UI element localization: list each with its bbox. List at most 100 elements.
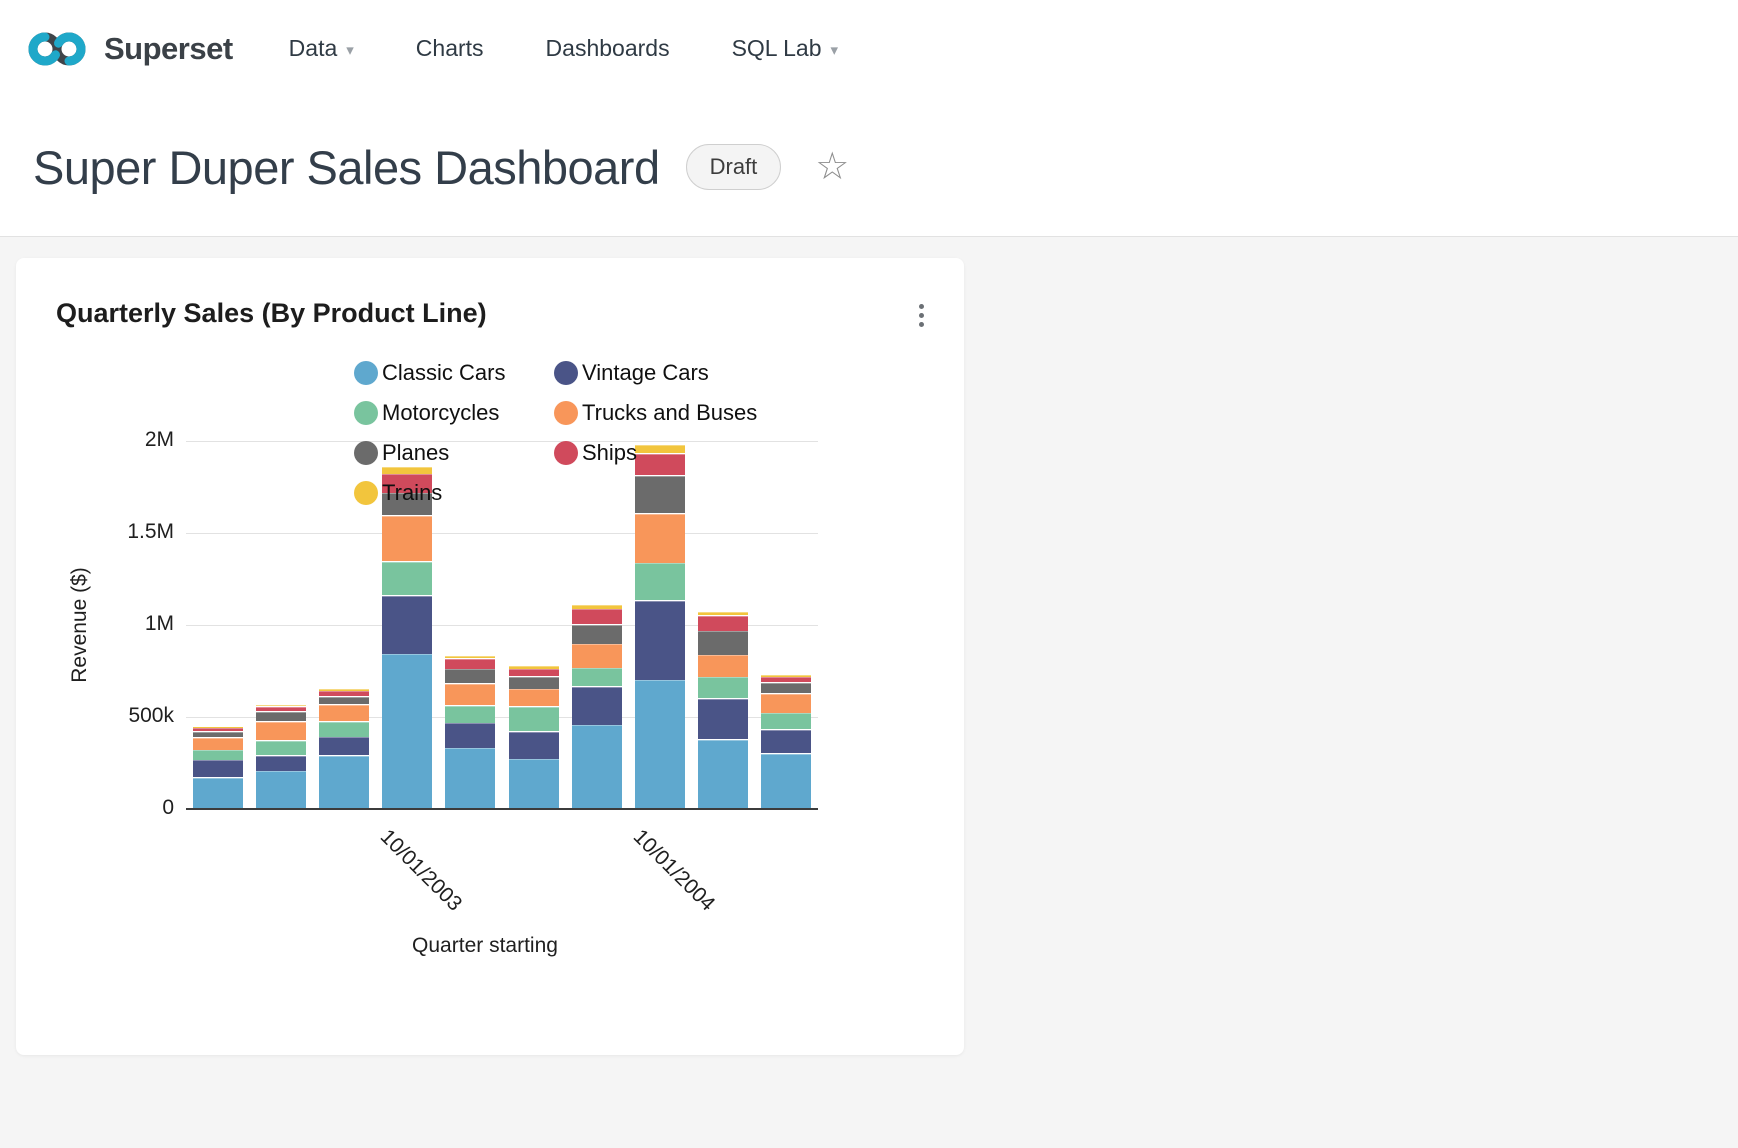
bar-segment[interactable]: [255, 711, 306, 721]
bar-segment[interactable]: [445, 683, 496, 706]
bar-segment[interactable]: [508, 669, 559, 676]
bar-segment[interactable]: [382, 474, 433, 493]
bar-segment[interactable]: [255, 771, 306, 809]
bar-segment[interactable]: [192, 777, 243, 809]
bar-segment[interactable]: [445, 659, 496, 669]
legend-item[interactable]: Vintage Cars: [554, 360, 709, 386]
legend-label: Trains: [382, 480, 443, 505]
y-tick-label: 500k: [128, 704, 174, 727]
bar-segment[interactable]: [635, 563, 685, 601]
bar-segment[interactable]: [571, 609, 622, 625]
legend-swatch: [354, 361, 378, 385]
bar-segment[interactable]: [192, 750, 243, 760]
bar-segment[interactable]: [571, 686, 622, 725]
bar-segment[interactable]: [635, 444, 685, 454]
legend-item[interactable]: Trucks and Buses: [554, 400, 757, 426]
bar-segment[interactable]: [698, 612, 749, 616]
bar-segment[interactable]: [508, 759, 559, 809]
bar-segment[interactable]: [571, 604, 622, 609]
legend-swatch: [554, 401, 578, 425]
bar-segment[interactable]: [319, 696, 369, 705]
bar-segment[interactable]: [445, 655, 496, 659]
bar-segment[interactable]: [192, 760, 243, 778]
bar-segment[interactable]: [761, 729, 812, 754]
bar-segment[interactable]: [698, 631, 749, 655]
kebab-menu-icon[interactable]: [910, 300, 932, 330]
bar-segment[interactable]: [319, 691, 369, 697]
bar-segment[interactable]: [761, 677, 812, 683]
nav-item-label: Dashboards: [545, 35, 670, 61]
bar-segment[interactable]: [698, 698, 749, 740]
nav-item-dashboards[interactable]: Dashboards: [546, 35, 670, 62]
bar-segment[interactable]: [508, 676, 559, 689]
bar-segment[interactable]: [319, 737, 369, 755]
bar-segment[interactable]: [635, 476, 685, 514]
bar-segment[interactable]: [635, 453, 685, 476]
bar-segment[interactable]: [255, 755, 306, 771]
bar-segment[interactable]: [445, 723, 496, 748]
superset-logo-icon: [28, 31, 86, 66]
bar-segment[interactable]: [571, 644, 622, 668]
bar-segment[interactable]: [255, 740, 306, 755]
bar-segment[interactable]: [698, 677, 749, 698]
bar-segment[interactable]: [192, 728, 243, 732]
legend-item[interactable]: Trains: [354, 480, 442, 506]
bar-segment[interactable]: [508, 666, 559, 669]
bar-segment[interactable]: [445, 669, 496, 684]
bar-segment[interactable]: [382, 561, 433, 595]
bar-segment[interactable]: [698, 740, 749, 809]
bar-segment[interactable]: [635, 680, 685, 809]
nav-item-sql-lab[interactable]: SQL Lab ▾: [732, 35, 838, 62]
bar-segment[interactable]: [698, 655, 749, 677]
main-nav: Data ▾ Charts Dashboards SQL Lab ▾: [289, 35, 838, 62]
nav-item-charts[interactable]: Charts: [416, 35, 484, 62]
bar-segment[interactable]: [382, 466, 433, 474]
bar-segment[interactable]: [382, 595, 433, 654]
bar-segment[interactable]: [192, 731, 243, 738]
bar-segment[interactable]: [319, 689, 369, 691]
bar-segment[interactable]: [382, 654, 433, 809]
bar-segment[interactable]: [192, 738, 243, 750]
bar-segment[interactable]: [571, 668, 622, 686]
gridline: [186, 716, 818, 718]
bar-segment[interactable]: [635, 601, 685, 680]
bar-segment[interactable]: [761, 683, 812, 694]
bar-segment[interactable]: [445, 706, 496, 723]
page-title: Super Duper Sales Dashboard: [33, 140, 660, 194]
bar-segment[interactable]: [761, 675, 812, 677]
bar-segment[interactable]: [319, 755, 369, 809]
bar-segment[interactable]: [698, 615, 749, 631]
legend-item[interactable]: Motorcycles: [354, 400, 499, 426]
bar-segment[interactable]: [508, 689, 559, 707]
legend-swatch: [554, 361, 578, 385]
bar-segment[interactable]: [761, 753, 812, 809]
bar-segment[interactable]: [445, 748, 496, 809]
bar-segment[interactable]: [761, 694, 812, 713]
bar-segment[interactable]: [382, 515, 433, 561]
nav-item-data[interactable]: Data ▾: [289, 35, 354, 62]
legend-item[interactable]: Planes: [354, 440, 449, 466]
bar-segment[interactable]: [255, 721, 306, 741]
bar-segment[interactable]: [382, 493, 433, 515]
bar-segment[interactable]: [571, 725, 622, 809]
bar-segment[interactable]: [508, 731, 559, 759]
bar-segment[interactable]: [761, 713, 812, 730]
legend-item[interactable]: Classic Cars: [354, 360, 505, 386]
bar-segment[interactable]: [192, 726, 243, 728]
brand[interactable]: Superset: [24, 29, 233, 69]
status-badge[interactable]: Draft: [685, 144, 782, 190]
bar-segment[interactable]: [255, 705, 306, 707]
bar-segment[interactable]: [635, 513, 685, 563]
chart-title: Quarterly Sales (By Product Line): [56, 298, 487, 328]
nav-item-label: Charts: [415, 35, 484, 61]
y-tick-label: 1M: [144, 612, 174, 635]
brand-name: Superset: [104, 30, 233, 66]
bar-segment[interactable]: [508, 706, 559, 732]
bar-segment[interactable]: [571, 625, 622, 644]
bar-segment[interactable]: [319, 705, 369, 721]
star-icon[interactable]: ☆: [815, 146, 850, 188]
x-axis-title: Quarter starting: [412, 934, 558, 957]
bar-segment[interactable]: [319, 721, 369, 737]
bar-segment[interactable]: [255, 706, 306, 711]
legend-item[interactable]: Ships: [554, 440, 637, 466]
